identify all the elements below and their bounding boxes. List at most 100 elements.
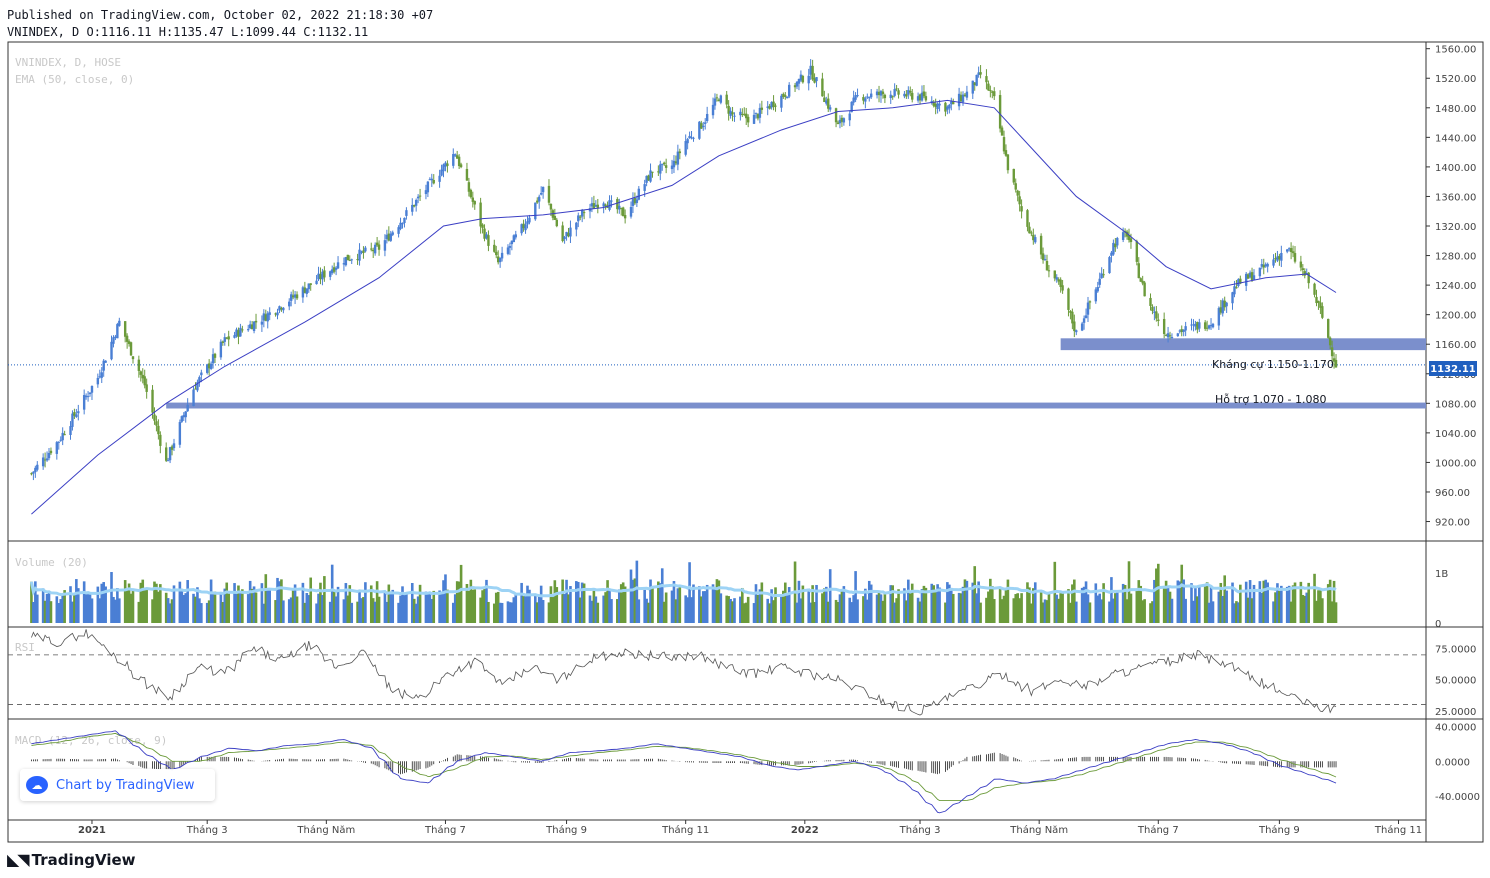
candle-body xyxy=(870,93,873,98)
volume-bar xyxy=(1012,598,1016,623)
chart-by-tradingview-badge[interactable]: ☁ Chart by TradingView xyxy=(20,769,215,801)
candle-body xyxy=(116,324,119,339)
volume-bar xyxy=(414,603,418,623)
rsi-line xyxy=(31,629,1337,716)
candle-body xyxy=(711,104,715,116)
volume-bar xyxy=(850,602,853,623)
candle-body xyxy=(834,108,838,123)
volume-bar xyxy=(889,585,893,623)
volume-bar xyxy=(1067,589,1070,623)
footer-brand[interactable]: ◣◥ TradingView xyxy=(7,850,136,869)
candle-body xyxy=(166,460,170,462)
volume-bar xyxy=(514,593,518,623)
volume-bar xyxy=(1250,598,1254,623)
candle-body xyxy=(1299,261,1303,268)
candle-body xyxy=(207,363,211,369)
volume-bar xyxy=(303,602,307,623)
candle-body xyxy=(457,156,461,167)
candle-body xyxy=(686,139,689,144)
candle-body xyxy=(998,95,1002,129)
volume-bar xyxy=(772,600,775,623)
legend-macd: MACD (12, 26, close, 9) xyxy=(15,734,167,747)
volume-bar xyxy=(143,587,147,623)
candle-body xyxy=(1252,275,1256,280)
candle-body xyxy=(811,65,814,80)
candle-body xyxy=(123,321,127,337)
candle-body xyxy=(893,89,896,96)
candle-body xyxy=(1110,252,1113,256)
volume-bar xyxy=(116,588,119,623)
candle-body xyxy=(178,422,182,445)
candle-body xyxy=(274,313,277,315)
candle-body xyxy=(362,250,365,254)
candle-body xyxy=(30,473,33,475)
time-tick-label: Tháng 11 xyxy=(661,824,709,836)
candle-body xyxy=(496,256,500,263)
candle-body xyxy=(403,217,406,224)
volume-bar xyxy=(391,589,395,623)
candle-body xyxy=(34,467,37,473)
candle-body xyxy=(268,312,271,315)
candle-body xyxy=(594,204,598,207)
volume-bar xyxy=(307,595,311,623)
candle-body xyxy=(440,169,443,176)
volume-bar xyxy=(487,601,490,623)
candle-body xyxy=(375,242,379,246)
candle-body xyxy=(549,203,553,210)
candle-body xyxy=(1250,272,1254,281)
volume-bar xyxy=(1307,582,1310,623)
volume-bar xyxy=(1115,590,1119,623)
volume-bar xyxy=(575,581,578,623)
candle-body xyxy=(973,82,976,86)
candle-body xyxy=(797,78,801,84)
candle-body xyxy=(575,222,578,230)
candle-body xyxy=(213,353,217,358)
candle-body xyxy=(397,227,400,234)
candle-body xyxy=(360,251,363,253)
candle-body xyxy=(881,91,885,95)
volume-bar xyxy=(567,594,570,623)
volume-bar xyxy=(336,586,340,623)
candle-body xyxy=(1313,283,1316,295)
volume-bar xyxy=(770,589,773,623)
volume-bar xyxy=(987,591,990,623)
candle-body xyxy=(47,452,51,459)
volume-bar xyxy=(617,589,621,623)
volume-bar xyxy=(934,590,937,623)
volume-bar xyxy=(342,599,346,623)
candle-body xyxy=(401,223,404,225)
candle-body xyxy=(1293,253,1297,262)
candle-body xyxy=(950,101,953,105)
candle-body xyxy=(946,106,949,110)
volume-bar xyxy=(98,598,102,623)
volume-bar xyxy=(274,600,277,623)
candle-body xyxy=(705,113,709,121)
volume-bar xyxy=(799,598,803,623)
volume-bar xyxy=(268,588,271,623)
candle-body xyxy=(55,442,59,454)
volume-bar xyxy=(563,594,566,623)
candle-body xyxy=(756,114,760,119)
candle-body xyxy=(815,77,818,82)
volume-bar xyxy=(766,598,770,623)
volume-bar xyxy=(1291,585,1295,623)
candle-body xyxy=(192,389,195,407)
volume-bar xyxy=(807,588,811,623)
candle-body xyxy=(883,94,887,99)
candle-body xyxy=(471,197,475,202)
volume-bar xyxy=(377,596,381,623)
volume-bar xyxy=(1272,601,1275,623)
volume-bar xyxy=(1317,590,1320,623)
volume-bar xyxy=(528,589,531,623)
candle-body xyxy=(428,179,432,181)
candle-body xyxy=(1233,286,1236,295)
candle-body xyxy=(206,364,209,373)
candle-body xyxy=(487,235,490,246)
candle-body xyxy=(782,93,785,97)
volume-bar xyxy=(862,596,865,623)
candle-body xyxy=(323,270,326,278)
candle-body xyxy=(987,83,990,91)
volume-bar xyxy=(698,586,701,623)
volume-bar xyxy=(45,593,49,623)
